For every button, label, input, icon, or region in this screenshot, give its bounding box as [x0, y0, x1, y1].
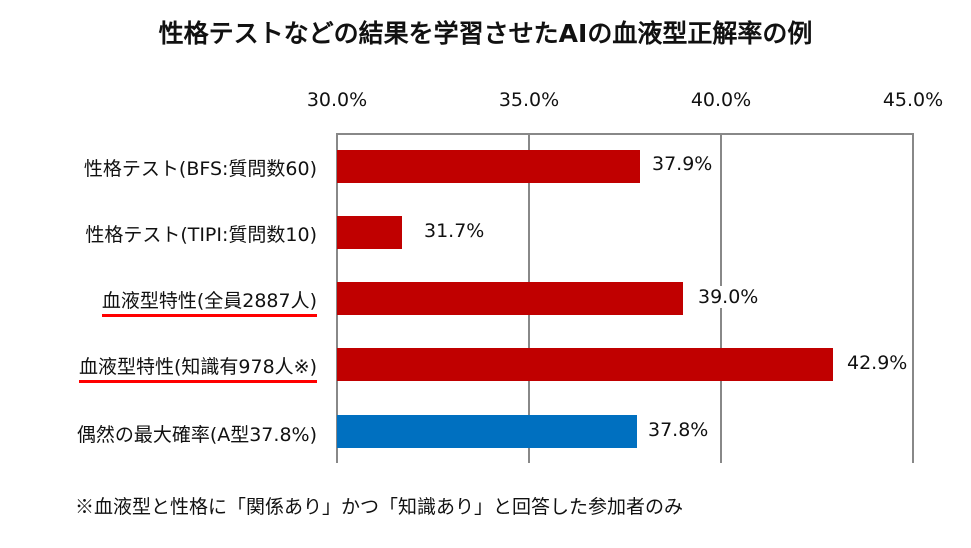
bar-bloodtype-all [337, 282, 683, 315]
category-label: 偶然の最大確率(A型37.8%) [76, 424, 317, 446]
category-label-underlined: 血液型特性(全員2887人) [101, 286, 317, 317]
value-label: 39.0% [695, 286, 762, 308]
chart-title: 性格テストなどの結果を学習させたAIの血液型正解率の例 [158, 19, 813, 48]
category-label: 性格テスト(BFS:質問数60) [83, 158, 317, 180]
category-label: 性格テスト(TIPI:質問数10) [85, 224, 317, 246]
x-tick-label: 40.0% [690, 89, 752, 111]
plot-top-border [337, 133, 913, 135]
x-tick-label: 30.0% [306, 89, 368, 111]
value-label: 31.7% [421, 220, 488, 242]
bar-tipi [337, 216, 402, 249]
value-label: 37.8% [645, 419, 712, 441]
footnote: ※血液型と性格に「関係あり」かつ「知識あり」と回答した参加者のみ [75, 496, 684, 518]
x-tick-label: 35.0% [498, 89, 560, 111]
value-label: 42.9% [844, 352, 911, 374]
value-label: 37.9% [649, 153, 716, 175]
bar-chance [337, 415, 637, 448]
category-label-underlined: 血液型特性(知識有978人※) [78, 352, 317, 383]
x-tick-label: 45.0% [882, 89, 944, 111]
gridline-45 [912, 133, 914, 463]
bar-bloodtype-knowledge [337, 348, 833, 381]
bar-bfs [337, 150, 640, 183]
plot-area: 37.9% 31.7% 39.0% 42.9% 37.8% [336, 133, 914, 463]
